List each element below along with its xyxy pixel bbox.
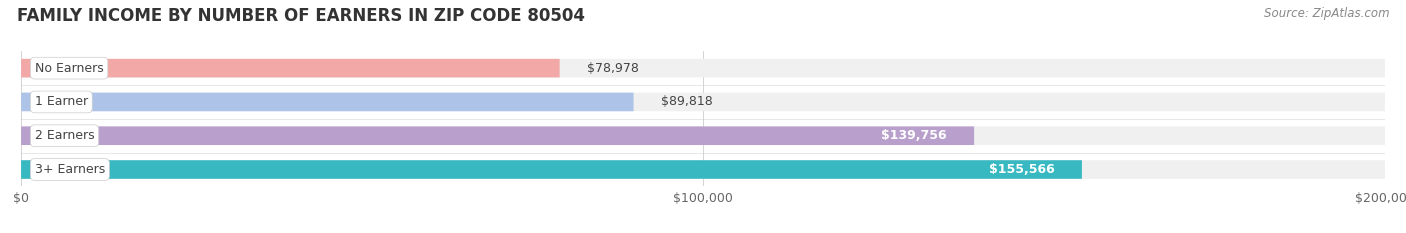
Text: FAMILY INCOME BY NUMBER OF EARNERS IN ZIP CODE 80504: FAMILY INCOME BY NUMBER OF EARNERS IN ZI…: [17, 7, 585, 25]
FancyBboxPatch shape: [21, 59, 560, 77]
Text: Source: ZipAtlas.com: Source: ZipAtlas.com: [1264, 7, 1389, 20]
Text: No Earners: No Earners: [35, 62, 104, 75]
Text: 3+ Earners: 3+ Earners: [35, 163, 105, 176]
FancyBboxPatch shape: [21, 127, 974, 145]
Text: $89,818: $89,818: [661, 96, 713, 108]
FancyBboxPatch shape: [21, 160, 1081, 179]
Text: 1 Earner: 1 Earner: [35, 96, 87, 108]
FancyBboxPatch shape: [21, 93, 1385, 111]
FancyBboxPatch shape: [21, 160, 1385, 179]
Text: $155,566: $155,566: [988, 163, 1054, 176]
FancyBboxPatch shape: [21, 59, 1385, 77]
Text: $78,978: $78,978: [586, 62, 638, 75]
FancyBboxPatch shape: [21, 93, 634, 111]
FancyBboxPatch shape: [21, 127, 1385, 145]
Text: $139,756: $139,756: [882, 129, 946, 142]
Text: 2 Earners: 2 Earners: [35, 129, 94, 142]
